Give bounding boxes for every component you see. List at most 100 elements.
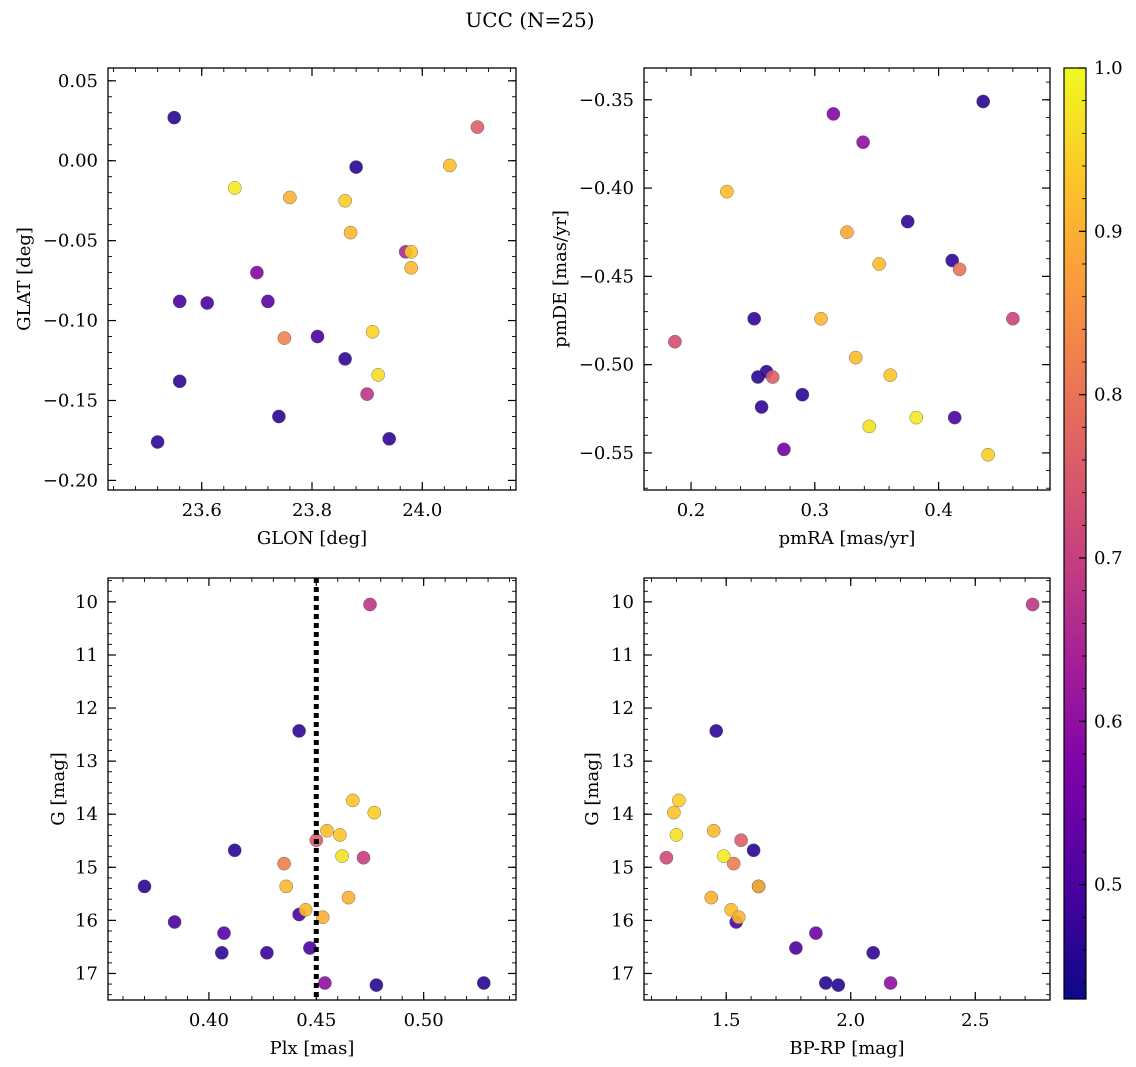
data-point	[909, 410, 924, 425]
y-tick-label: −0.20	[43, 470, 98, 491]
data-point	[704, 890, 719, 905]
y-tick-label: 14	[611, 804, 634, 825]
data-point	[227, 843, 242, 858]
data-point	[261, 294, 275, 309]
data-point	[298, 903, 313, 917]
colorbar-tick-label: 0.8	[1094, 385, 1123, 406]
x-tick-label: 23.8	[292, 500, 332, 521]
data-point	[283, 190, 297, 205]
y-axis-label: pmDE [mas/yr]	[550, 210, 571, 348]
data-point	[716, 849, 731, 863]
y-tick-label: −0.40	[579, 178, 634, 199]
x-axis-label: pmRA [mas/yr]	[779, 528, 916, 549]
y-tick-label: 11	[75, 645, 98, 666]
data-point	[754, 400, 769, 414]
colorbar-tick-label: 0.6	[1094, 711, 1123, 732]
data-point	[1006, 311, 1020, 326]
data-point	[318, 976, 332, 990]
data-point	[167, 915, 182, 929]
data-point	[976, 94, 991, 109]
x-tick-label: 24.0	[402, 500, 442, 521]
data-point	[883, 368, 898, 383]
colorbar-tick-label: 0.9	[1094, 221, 1123, 242]
data-point	[382, 431, 397, 446]
y-tick-label: −0.50	[579, 355, 634, 376]
data-point	[217, 926, 231, 940]
data-point	[819, 976, 833, 990]
data-point	[872, 257, 887, 271]
panel-proper-motion: 0.2 0.3 0.4 −0.35 −0.40 −0.45 −0.50 −0.55 pmRA […	[550, 67, 1051, 549]
colorbar-tick-label: 0.5	[1094, 875, 1123, 896]
axis-ticks	[644, 68, 1050, 490]
y-tick-label: 17	[75, 963, 98, 984]
data-point	[981, 447, 995, 462]
data-point	[338, 352, 352, 366]
y-tick-label: −0.10	[43, 311, 98, 332]
axis-ticks	[108, 578, 516, 1000]
scatter-points	[137, 597, 491, 992]
data-point	[369, 978, 384, 992]
axes-frame	[643, 577, 1051, 1001]
data-point	[470, 120, 485, 134]
data-point	[404, 260, 419, 275]
colorbar-tick-label: 0.7	[1094, 548, 1123, 569]
data-point	[277, 856, 291, 871]
x-axis-label: BP-RP [mag]	[789, 1038, 904, 1059]
data-point	[789, 941, 803, 955]
y-tick-label: 10	[75, 592, 98, 613]
data-point	[945, 253, 960, 268]
y-tick-label: 11	[611, 645, 634, 666]
data-point	[751, 879, 766, 894]
data-point	[360, 387, 374, 401]
data-point	[338, 193, 352, 208]
data-point	[356, 850, 371, 865]
panel-color-magnitude: 1.5 2.0 2.5 10 11 12 13 14 15 16 17 BP-RP [mag] G [m…	[582, 577, 1051, 1059]
x-tick-label: 23.6	[182, 500, 222, 521]
axis-ticks	[644, 578, 1051, 1000]
figure-title: UCC (N=25)	[465, 8, 594, 32]
data-point	[277, 331, 292, 345]
data-point	[172, 294, 187, 309]
data-point	[866, 946, 881, 960]
data-point	[250, 265, 264, 280]
data-point	[365, 324, 380, 339]
panel-parallax-magnitude: 0.40 0.45 0.50 10 11 12 13 14 15 16 17 Plx [mas] G […	[48, 577, 517, 1059]
x-tick-label: 0.2	[677, 500, 706, 521]
data-point	[310, 329, 325, 344]
x-tick-label: 0.45	[296, 1010, 336, 1031]
data-point	[883, 976, 898, 990]
data-point	[279, 879, 294, 894]
data-point	[726, 856, 741, 871]
data-point	[659, 850, 674, 865]
y-tick-label: −0.35	[579, 90, 634, 111]
data-point	[720, 184, 734, 199]
data-point	[200, 296, 214, 310]
data-point	[765, 370, 780, 384]
data-point	[952, 262, 967, 277]
data-point	[137, 879, 152, 894]
data-point	[172, 374, 187, 389]
y-tick-label: 12	[75, 698, 98, 719]
data-point	[856, 135, 870, 149]
data-point	[672, 793, 686, 808]
y-tick-label: 14	[75, 804, 98, 825]
data-point	[371, 368, 386, 382]
scatter-points	[668, 94, 1020, 462]
y-tick-label: −0.45	[579, 266, 634, 287]
data-point	[862, 419, 877, 434]
data-point	[272, 409, 286, 424]
data-point	[315, 910, 330, 925]
data-point	[777, 442, 791, 457]
scatter-points	[659, 597, 1040, 992]
axes-frame	[107, 67, 517, 491]
data-point	[227, 181, 242, 195]
data-point	[476, 976, 491, 990]
data-point	[345, 793, 360, 808]
x-tick-label: 0.4	[924, 500, 953, 521]
data-point	[150, 435, 165, 449]
data-point	[814, 311, 828, 326]
data-point	[442, 158, 457, 173]
y-axis-label: GLAT [deg]	[14, 227, 35, 331]
y-tick-label: 16	[75, 910, 98, 931]
data-point	[214, 946, 229, 960]
